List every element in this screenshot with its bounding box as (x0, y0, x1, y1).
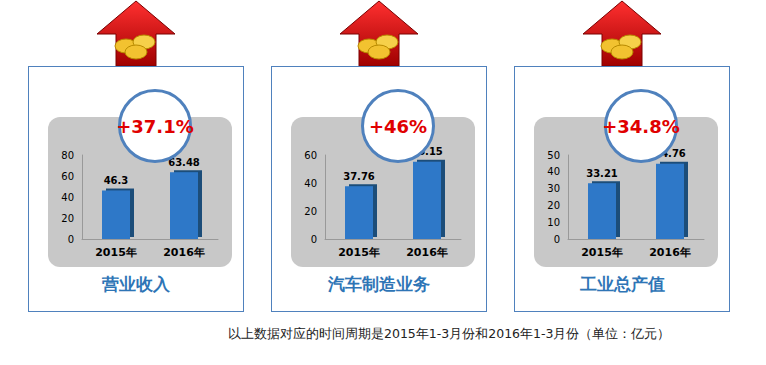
svg-text:55.15: 55.15 (411, 146, 443, 157)
svg-text:2015年: 2015年 (338, 246, 380, 259)
svg-text:33.21: 33.21 (586, 168, 618, 179)
svg-text:2016年: 2016年 (163, 246, 205, 259)
svg-text:80: 80 (61, 150, 74, 161)
svg-text:0: 0 (68, 234, 74, 245)
svg-text:10: 10 (547, 217, 560, 228)
svg-text:40: 40 (61, 192, 74, 203)
svg-text:0: 0 (311, 234, 317, 245)
html-text:营业收入: 营业收入 (102, 274, 170, 294)
svg-text:63.48: 63.48 (168, 157, 200, 168)
svg-text:0: 0 (554, 234, 560, 245)
html-text:工业总产值: 工业总产值 (579, 274, 665, 294)
svg-text:40: 40 (304, 178, 317, 189)
svg-text:30: 30 (547, 183, 560, 194)
svg-text:50: 50 (547, 150, 560, 161)
html-text:汽车制造业务: 汽车制造业务 (328, 274, 430, 294)
svg-text:60: 60 (304, 150, 317, 161)
svg-text:20: 20 (547, 200, 560, 211)
svg-text:37.76: 37.76 (343, 171, 375, 182)
svg-text:44.76: 44.76 (654, 148, 686, 159)
html-text:以上数据对应的时间周期是2015年1-3月份和2016年1-: 以上数据对应的时间周期是2015年1-3月份和2016年1-3月份（单位：亿元） (228, 326, 671, 341)
svg-text:40: 40 (547, 166, 560, 177)
svg-text:20: 20 (61, 213, 74, 224)
html-text:+46%: +46% (368, 115, 428, 137)
svg-text:2015年: 2015年 (581, 246, 623, 259)
svg-text:2015年: 2015年 (95, 246, 137, 259)
svg-text:46.3: 46.3 (104, 175, 129, 186)
svg-text:2016年: 2016年 (649, 246, 691, 259)
svg-text:2016年: 2016年 (406, 246, 448, 259)
html-text:+37.1%: +37.1% (116, 115, 194, 137)
svg-text:60: 60 (61, 171, 74, 182)
svg-text:20: 20 (304, 206, 317, 217)
html-text:+34.8%: +34.8% (602, 115, 680, 137)
